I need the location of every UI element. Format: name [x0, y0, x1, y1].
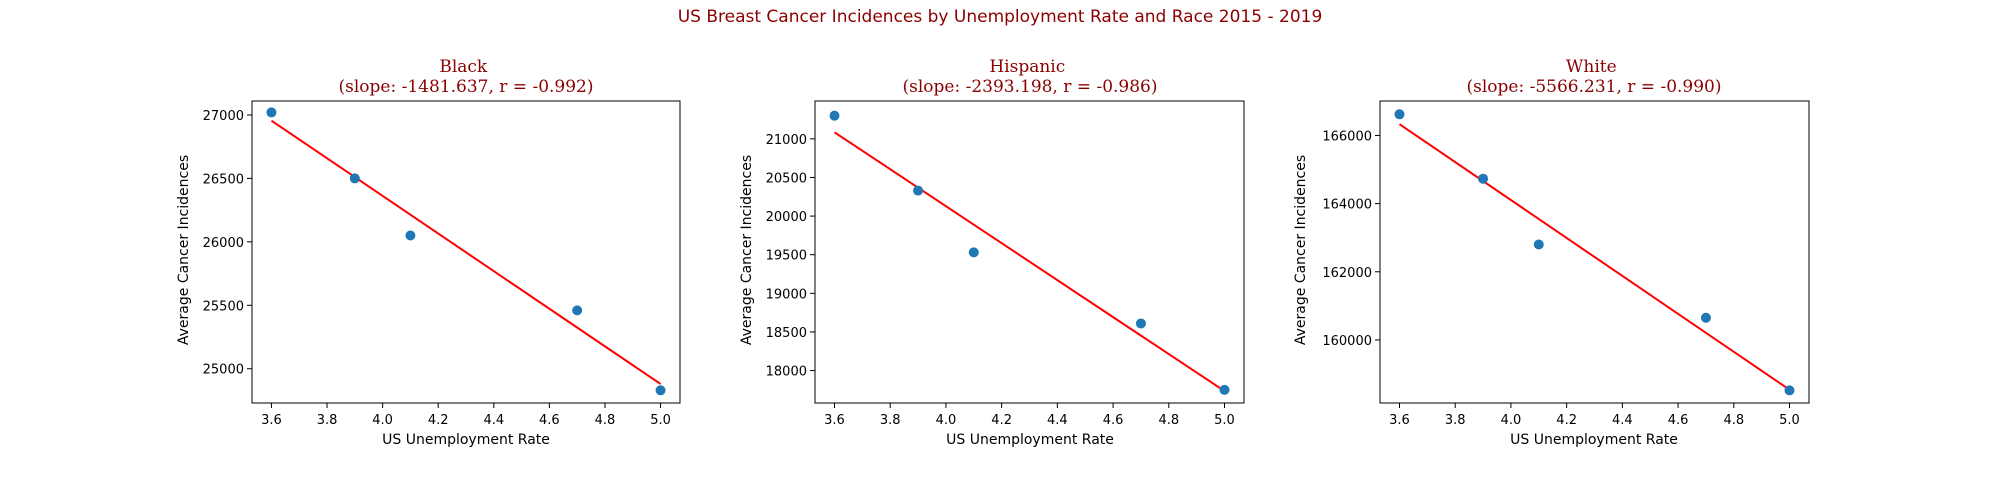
x-tick-label: 3.6	[261, 413, 282, 428]
chart-panel-hispanic: Hispanic (slope: -2393.198, r = -0.986) …	[739, 57, 1245, 448]
data-point	[655, 385, 666, 396]
y-axis-label: Average Cancer Incidences	[1293, 155, 1309, 345]
x-tick-label: 5.0	[650, 413, 671, 428]
x-axis-label: US Unemployment Rate	[946, 432, 1114, 448]
chart-panel-black: Black (slope: -1481.637, r = -0.992) US …	[176, 57, 681, 448]
data-point	[1533, 239, 1544, 250]
y-tick-label: 19000	[766, 287, 807, 302]
plot-marks	[266, 107, 666, 396]
regression-line	[833, 131, 1226, 392]
y-tick-label: 25500	[203, 299, 244, 314]
plot-frame	[814, 100, 1245, 404]
regression-line	[270, 119, 662, 385]
panel-title-line2: (slope: -2393.198, r = -0.986)	[903, 77, 1158, 97]
data-point	[266, 107, 277, 118]
y-tick-label: 162000	[1322, 266, 1372, 281]
x-tick-label: 4.0	[936, 413, 957, 428]
data-point	[913, 185, 924, 196]
panel-title-black: Black (slope: -1481.637, r = -0.992)	[339, 57, 594, 97]
y-tick-label: 160000	[1322, 334, 1372, 349]
y-axis-label: Average Cancer Incidences	[176, 155, 192, 345]
plot-marks	[1394, 109, 1795, 396]
x-tick-label: 4.2	[991, 413, 1012, 428]
y-tick-label: 26500	[203, 172, 244, 187]
x-axis-label: US Unemployment Rate	[1510, 432, 1678, 448]
chart-panel-white: White (slope: -5566.231, r = -0.990) US …	[1293, 57, 1810, 448]
panel-title-line2: (slope: -1481.637, r = -0.992)	[339, 77, 594, 97]
panel-title-hispanic: Hispanic (slope: -2393.198, r = -0.986)	[903, 57, 1158, 97]
x-tick-label: 4.6	[1103, 413, 1124, 428]
y-tick-label: 164000	[1322, 198, 1372, 213]
x-tick-label: 5.0	[1214, 413, 1235, 428]
plot-marks	[829, 110, 1230, 395]
x-tick-label: 4.2	[1556, 413, 1577, 428]
x-tick-label: 3.6	[824, 413, 845, 428]
panel-title-line1: Black	[439, 57, 488, 77]
x-tick-label: 3.8	[317, 413, 338, 428]
y-tick-label: 20500	[766, 171, 807, 186]
x-tick-label: 4.6	[1668, 413, 1689, 428]
data-point	[405, 230, 416, 241]
data-point	[1394, 109, 1405, 120]
x-tick-label: 3.6	[1389, 413, 1410, 428]
data-point	[1219, 384, 1230, 395]
data-point	[572, 305, 583, 316]
plot-frame	[251, 100, 681, 404]
data-point	[1784, 385, 1795, 396]
y-tick-label: 19500	[766, 249, 807, 264]
x-tick-label: 4.2	[428, 413, 449, 428]
y-tick-label: 18000	[766, 365, 807, 380]
x-tick-label: 4.0	[1501, 413, 1522, 428]
x-tick-label: 4.6	[539, 413, 560, 428]
plot-frame	[1379, 100, 1810, 404]
x-tick-label: 4.0	[372, 413, 393, 428]
regression-line	[1398, 123, 1791, 391]
x-tick-label: 4.8	[1158, 413, 1179, 428]
axis-ticks: 3.6 3.8 4.0 4.2 4.4 4.6 4.8 5.0 25000 25500 26000 2…	[203, 109, 671, 428]
panel-title-line1: White	[1566, 57, 1617, 77]
figure-title: US Breast Cancer Incidences by Unemploym…	[678, 7, 1323, 27]
x-tick-label: 3.8	[1445, 413, 1466, 428]
x-tick-label: 4.4	[1047, 413, 1068, 428]
panel-title-line2: (slope: -5566.231, r = -0.990)	[1467, 77, 1722, 97]
y-tick-label: 27000	[203, 109, 244, 124]
x-tick-label: 4.8	[595, 413, 616, 428]
y-tick-label: 166000	[1322, 129, 1372, 144]
data-point	[829, 110, 840, 121]
x-tick-label: 5.0	[1779, 413, 1800, 428]
data-point	[1700, 312, 1711, 323]
y-tick-label: 21000	[766, 133, 807, 148]
x-tick-label: 3.8	[880, 413, 901, 428]
x-tick-label: 4.4	[1612, 413, 1633, 428]
y-tick-label: 20000	[766, 210, 807, 225]
y-tick-label: 25000	[203, 363, 244, 378]
y-axis-label: Average Cancer Incidences	[739, 155, 755, 345]
axis-ticks: 3.6 3.8 4.0 4.2 4.4 4.6 4.8 5.0 160000 162000 1640…	[1322, 129, 1799, 428]
y-tick-label: 26000	[203, 236, 244, 251]
data-point	[1135, 318, 1146, 329]
data-point	[968, 247, 979, 258]
x-tick-label: 4.4	[483, 413, 504, 428]
panel-title-line1: Hispanic	[989, 57, 1065, 77]
data-point	[349, 173, 360, 184]
x-axis-label: US Unemployment Rate	[382, 432, 550, 448]
data-point	[1478, 173, 1489, 184]
y-tick-label: 18500	[766, 326, 807, 341]
panel-title-white: White (slope: -5566.231, r = -0.990)	[1467, 57, 1722, 97]
axis-ticks: 3.6 3.8 4.0 4.2 4.4 4.6 4.8 5.0 18000 18500 19000 1…	[766, 133, 1235, 428]
x-tick-label: 4.8	[1723, 413, 1744, 428]
